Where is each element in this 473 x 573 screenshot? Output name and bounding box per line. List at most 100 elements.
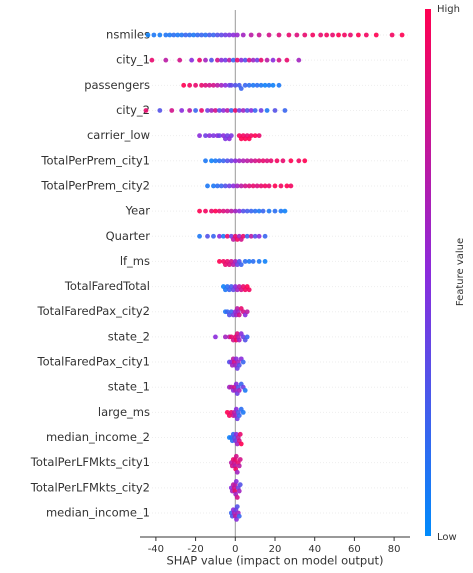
shap-point [268,158,274,164]
shap-point [236,362,242,368]
shap-point [209,158,214,164]
shap-point [203,208,208,214]
shap-point [232,208,238,214]
shap-point [183,32,189,38]
shap-point [175,32,181,38]
shap-point [264,158,270,164]
shap-point [270,82,276,88]
shap-point [246,82,252,88]
shap-point [330,32,335,38]
feature-label: TotalFaredPax_city2 [37,304,150,318]
shap-point [197,233,202,239]
shap-point [254,183,260,189]
shap-point [240,32,246,38]
shap-point [276,32,282,38]
shap-point [213,158,218,164]
shap-point [151,32,157,38]
shap-point [256,158,262,164]
shap-point [222,57,228,63]
shap-point [280,158,286,164]
shap-point [234,57,240,63]
shap-point [215,57,220,63]
feature-label: passengers [84,78,150,92]
shap-point [258,82,264,88]
shap-point [246,287,252,293]
x-tick-label: 80 [388,544,401,555]
feature-label: lf_ms [120,254,150,268]
shap-point [203,133,208,139]
shap-point [197,208,202,214]
shap-point [191,32,197,38]
shap-point [222,334,228,340]
shap-point [266,183,272,189]
shap-point [230,32,236,38]
shap-point [248,208,254,214]
feature-label: nsmiles [106,28,150,42]
shap-point [199,82,204,88]
feature-label: Quarter [106,229,151,243]
feature-label: median_income_1 [46,506,150,520]
shap-point [278,208,284,214]
feature-label: carrier_low [87,128,150,142]
shap-point [207,82,212,88]
shap-point [211,133,216,139]
shap-point [236,413,242,418]
shap-point [250,82,256,88]
shap-point [252,133,258,139]
feature-label: TotalPerLFMkts_city1 [30,455,150,469]
shap-point [246,183,252,189]
shap-point [193,82,198,88]
x-tick-label: 60 [348,544,361,555]
shap-point [238,441,244,447]
shap-point [149,57,155,63]
shap-point [228,108,234,113]
shap-point [233,479,239,484]
shap-point [274,158,280,164]
shap-point [157,32,163,38]
shap-point [284,57,290,63]
shap-point [230,183,236,189]
shap-point [218,183,224,189]
shap-point [179,108,185,113]
shap-point [240,233,246,239]
shap-point [264,57,270,63]
shap-point [244,158,250,164]
shap-point [220,233,226,239]
shap-point [179,32,185,38]
shap-point [242,259,248,264]
shap-point [256,208,262,214]
shap-point [236,388,242,393]
shap-point [336,32,341,38]
shap-point [177,57,183,63]
shap-point [220,208,226,214]
shap-point [218,57,224,63]
shap-point [236,312,242,318]
shap-point [203,32,208,38]
shap-point [240,359,246,365]
x-tick-label: -20 [187,544,203,555]
shap-point [342,32,347,38]
shap-point [203,158,208,164]
shap-point [310,32,316,38]
shap-point [220,158,226,164]
shap-point [373,32,379,38]
shap-point [236,158,242,164]
shap-point [193,108,198,113]
feature-label: TotalFaredPax_city1 [37,355,150,369]
shap-point [258,108,264,113]
colorbar [425,9,431,536]
shap-point [234,32,240,38]
shap-point [209,108,214,113]
shap-point [143,108,149,113]
shap-point [264,108,270,113]
shap-point [252,208,258,214]
shap-point [211,233,216,239]
shap-point [197,57,202,63]
x-tick-label: 20 [269,544,282,555]
shap-point [228,208,234,214]
shap-point [228,133,234,139]
shap-point [203,57,208,63]
feature-label: TotalPerLFMkts_city2 [30,480,150,494]
shap-point [242,82,248,88]
shap-point [217,133,222,139]
